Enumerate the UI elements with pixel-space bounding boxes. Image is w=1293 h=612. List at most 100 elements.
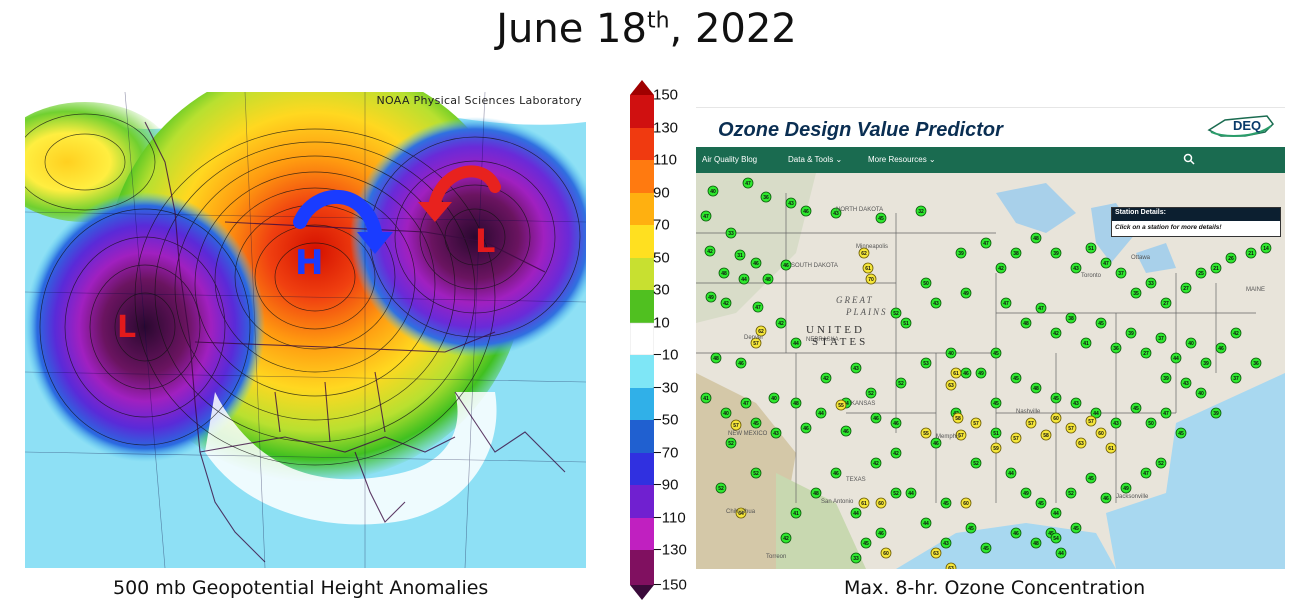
station-marker[interactable]	[870, 457, 882, 469]
station-marker[interactable]	[858, 497, 870, 509]
station-marker[interactable]	[1020, 317, 1032, 329]
station-marker[interactable]	[1115, 267, 1127, 279]
station-details-panel[interactable]: Station Details: Click on a station for …	[1111, 207, 1281, 237]
station-marker[interactable]	[710, 352, 722, 364]
station-marker[interactable]	[1020, 487, 1032, 499]
station-marker[interactable]	[875, 497, 887, 509]
station-marker[interactable]	[980, 542, 992, 554]
station-marker[interactable]	[800, 205, 812, 217]
station-marker[interactable]	[920, 277, 932, 289]
station-marker[interactable]	[890, 417, 902, 429]
station-marker[interactable]	[1050, 392, 1062, 404]
station-marker[interactable]	[725, 227, 737, 239]
station-marker[interactable]	[1145, 277, 1157, 289]
station-marker[interactable]	[1210, 262, 1222, 274]
deq-logo[interactable]: DEQ	[1205, 112, 1277, 142]
station-marker[interactable]	[742, 177, 754, 189]
station-marker[interactable]	[1065, 487, 1077, 499]
station-marker[interactable]	[750, 257, 762, 269]
station-marker[interactable]	[960, 497, 972, 509]
station-marker[interactable]	[1055, 547, 1067, 559]
station-marker[interactable]	[930, 297, 942, 309]
station-marker[interactable]	[995, 262, 1007, 274]
station-marker[interactable]	[1140, 467, 1152, 479]
station-marker[interactable]	[1000, 297, 1012, 309]
station-marker[interactable]	[955, 429, 967, 441]
nav-more-resources[interactable]: More Resources ⌄	[868, 155, 936, 164]
station-marker[interactable]	[1050, 327, 1062, 339]
station-marker[interactable]	[875, 212, 887, 224]
station-marker[interactable]	[1125, 327, 1137, 339]
station-marker[interactable]	[1025, 417, 1037, 429]
station-marker[interactable]	[1170, 352, 1182, 364]
station-marker[interactable]	[862, 262, 874, 274]
station-marker[interactable]	[830, 467, 842, 479]
station-marker[interactable]	[945, 562, 957, 569]
station-marker[interactable]	[1160, 407, 1172, 419]
station-marker[interactable]	[735, 507, 747, 519]
station-marker[interactable]	[965, 522, 977, 534]
station-marker[interactable]	[735, 357, 747, 369]
station-marker[interactable]	[770, 427, 782, 439]
station-marker[interactable]	[850, 552, 862, 564]
station-marker[interactable]	[780, 259, 792, 271]
station-marker[interactable]	[1050, 247, 1062, 259]
station-marker[interactable]	[780, 532, 792, 544]
station-marker[interactable]	[990, 397, 1002, 409]
station-marker[interactable]	[955, 247, 967, 259]
station-marker[interactable]	[1100, 257, 1112, 269]
station-marker[interactable]	[940, 497, 952, 509]
station-marker[interactable]	[970, 457, 982, 469]
station-marker[interactable]	[775, 317, 787, 329]
station-marker[interactable]	[1210, 407, 1222, 419]
station-marker[interactable]	[1030, 382, 1042, 394]
station-marker[interactable]	[1110, 417, 1122, 429]
station-marker[interactable]	[815, 407, 827, 419]
station-marker[interactable]	[1050, 507, 1062, 519]
station-marker[interactable]	[895, 377, 907, 389]
station-marker[interactable]	[738, 273, 750, 285]
station-marker[interactable]	[1030, 537, 1042, 549]
station-marker[interactable]	[1175, 427, 1187, 439]
station-marker[interactable]	[1160, 297, 1172, 309]
station-marker[interactable]	[1050, 532, 1062, 544]
station-marker[interactable]	[1225, 252, 1237, 264]
search-icon[interactable]	[1183, 153, 1195, 165]
station-marker[interactable]	[820, 372, 832, 384]
station-marker[interactable]	[718, 267, 730, 279]
station-marker[interactable]	[1040, 429, 1052, 441]
station-marker[interactable]	[740, 397, 752, 409]
station-marker[interactable]	[704, 245, 716, 257]
station-marker[interactable]	[1070, 262, 1082, 274]
station-marker[interactable]	[880, 547, 892, 559]
station-marker[interactable]	[930, 547, 942, 559]
station-marker[interactable]	[890, 487, 902, 499]
station-marker[interactable]	[790, 507, 802, 519]
station-marker[interactable]	[850, 362, 862, 374]
station-marker[interactable]	[755, 325, 767, 337]
station-marker[interactable]	[1050, 412, 1062, 424]
station-marker[interactable]	[1035, 302, 1047, 314]
station-marker[interactable]	[1030, 232, 1042, 244]
station-marker[interactable]	[1185, 337, 1197, 349]
station-marker[interactable]	[1195, 387, 1207, 399]
station-marker[interactable]	[790, 337, 802, 349]
station-marker[interactable]	[1245, 247, 1257, 259]
station-marker[interactable]	[865, 387, 877, 399]
station-marker[interactable]	[1065, 422, 1077, 434]
station-marker[interactable]	[730, 419, 742, 431]
station-marker[interactable]	[920, 517, 932, 529]
station-marker[interactable]	[1070, 397, 1082, 409]
station-marker[interactable]	[875, 527, 887, 539]
station-marker[interactable]	[707, 185, 719, 197]
station-marker[interactable]	[1180, 377, 1192, 389]
station-marker[interactable]	[1085, 242, 1097, 254]
station-marker[interactable]	[1250, 357, 1262, 369]
station-marker[interactable]	[1130, 287, 1142, 299]
station-marker[interactable]	[1100, 492, 1112, 504]
station-marker[interactable]	[860, 537, 872, 549]
station-marker[interactable]	[1095, 317, 1107, 329]
station-marker[interactable]	[1010, 527, 1022, 539]
station-marker[interactable]	[1010, 432, 1022, 444]
station-marker[interactable]	[785, 197, 797, 209]
